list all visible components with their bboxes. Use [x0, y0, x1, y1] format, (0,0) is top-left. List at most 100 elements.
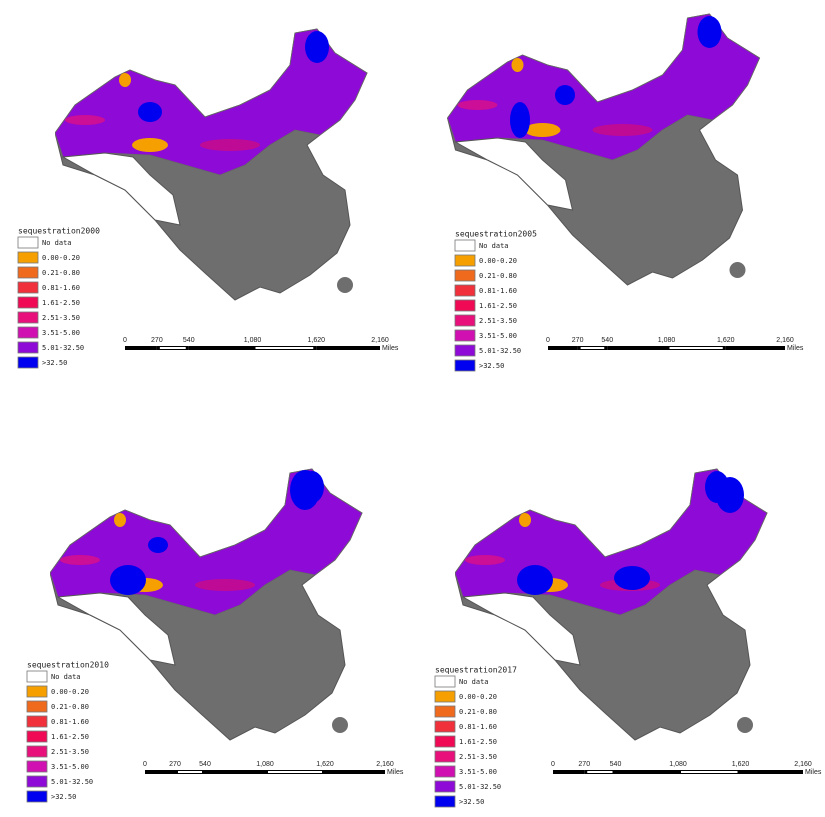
- legend-label: 2.51-3.50: [51, 748, 89, 756]
- scale-label: 2,160: [376, 761, 394, 768]
- legend-swatch: [434, 780, 456, 793]
- scale-segment: [255, 347, 314, 349]
- region: [290, 470, 320, 510]
- scale-label: 1,620: [307, 337, 325, 344]
- legend-swatch: [454, 329, 476, 342]
- scale-unit: Miles: [387, 769, 404, 776]
- legend-swatch: [17, 296, 39, 309]
- legend-label: 2.51-3.50: [479, 317, 517, 325]
- legend-swatch: [434, 735, 456, 748]
- legend-swatch: [26, 745, 48, 758]
- legend-title: sequestration2017: [435, 666, 517, 675]
- legend-swatch: [17, 341, 39, 354]
- legend-label: 3.51-5.00: [459, 768, 497, 776]
- legend-label: No data: [479, 242, 509, 250]
- legend-swatch: [454, 254, 476, 267]
- scale-segment: [316, 346, 380, 350]
- scale-label: 1,080: [256, 761, 274, 768]
- map-panel: sequestration2000 No data 0.00-0.20 0.21-0.…: [17, 28, 399, 369]
- legend-label: 0.00-0.20: [479, 257, 517, 265]
- legend-swatch: [17, 326, 39, 339]
- map-panel: sequestration2010 No data 0.00-0.20 0.21-0.…: [26, 468, 404, 803]
- map: [455, 468, 768, 741]
- legend-swatch: [454, 344, 476, 357]
- region: [555, 85, 575, 105]
- legend-swatch: [26, 715, 48, 728]
- scale-segment: [740, 770, 803, 774]
- scale-label: 0: [123, 337, 127, 344]
- legend-swatch: [26, 790, 48, 803]
- legend-swatch: [26, 670, 48, 683]
- legend-swatch: [17, 236, 39, 249]
- scale-label: 270: [572, 337, 584, 344]
- legend-swatch: [17, 281, 39, 294]
- legend-label: 0.21-0.80: [42, 269, 80, 277]
- legend-label: 2.51-3.50: [42, 314, 80, 322]
- legend-label: 0.81-1.60: [42, 284, 80, 292]
- region: [510, 102, 530, 138]
- scale-segment: [615, 770, 678, 774]
- legend-swatch: [17, 356, 39, 369]
- legend-swatch: [454, 359, 476, 372]
- scale-label: 0: [546, 337, 550, 344]
- legend-swatch: [434, 720, 456, 733]
- legend-label: >32.50: [51, 793, 76, 801]
- legend-label: >32.50: [42, 359, 67, 367]
- legend-swatch: [17, 266, 39, 279]
- legend-label: 0.00-0.20: [459, 693, 497, 701]
- legend-swatch: [434, 675, 456, 688]
- legend-label: 5.01-32.50: [42, 344, 84, 352]
- legend-swatch: [454, 284, 476, 297]
- panels: sequestration2000 No data 0.00-0.20 0.21-0.…: [17, 13, 822, 808]
- legend-title: sequestration2005: [455, 230, 537, 239]
- scale-segment: [145, 770, 175, 774]
- scale-segment: [553, 770, 585, 774]
- legend-label: 1.61-2.50: [51, 733, 89, 741]
- legend-swatch: [26, 730, 48, 743]
- scale-label: 270: [151, 337, 163, 344]
- legend-label: 0.81-1.60: [459, 723, 497, 731]
- legend-label: No data: [459, 678, 489, 686]
- scale-segment: [125, 346, 157, 350]
- scale-unit: Miles: [805, 769, 822, 776]
- scale-segment: [188, 346, 253, 350]
- scale-label: 1,620: [316, 761, 334, 768]
- legend-swatch: [26, 760, 48, 773]
- legend-label: 1.61-2.50: [479, 302, 517, 310]
- scale-label: 540: [183, 337, 195, 344]
- legend-swatch: [17, 251, 39, 264]
- region: [148, 537, 168, 553]
- legend-label: >32.50: [479, 362, 504, 370]
- scale-label: 2,160: [371, 337, 389, 344]
- legend-label: 3.51-5.00: [42, 329, 80, 337]
- scale-label: 1,620: [732, 761, 750, 768]
- scale-label: 540: [610, 761, 622, 768]
- legend-label: 0.00-0.20: [42, 254, 80, 262]
- legend-label: 2.51-3.50: [459, 753, 497, 761]
- scale-segment: [607, 346, 667, 350]
- legend-swatch: [454, 314, 476, 327]
- legend-label: 0.21-0.80: [51, 703, 89, 711]
- legend-swatch: [454, 239, 476, 252]
- map: [50, 468, 363, 741]
- legend-swatch: [454, 299, 476, 312]
- legend-label: 0.21-0.80: [459, 708, 497, 716]
- map-panel: sequestration2005 No data 0.00-0.20 0.21-0.…: [446, 13, 804, 372]
- legend-label: 5.01-32.50: [479, 347, 521, 355]
- scale-segment: [268, 771, 322, 773]
- region: [517, 565, 553, 595]
- legend-label: 0.00-0.20: [51, 688, 89, 696]
- legend-label: >32.50: [459, 798, 484, 806]
- region: [138, 102, 162, 122]
- legend-label: 0.21-0.80: [479, 272, 517, 280]
- scale-segment: [325, 770, 385, 774]
- scale-label: 1,080: [658, 337, 676, 344]
- legend-swatch: [454, 269, 476, 282]
- scale-segment: [669, 347, 723, 349]
- scale-label: 1,080: [244, 337, 262, 344]
- legend-label: 3.51-5.00: [479, 332, 517, 340]
- scale-label: 0: [143, 761, 147, 768]
- legend-title: sequestration2010: [27, 661, 109, 670]
- scale-segment: [205, 770, 265, 774]
- legend-swatch: [26, 685, 48, 698]
